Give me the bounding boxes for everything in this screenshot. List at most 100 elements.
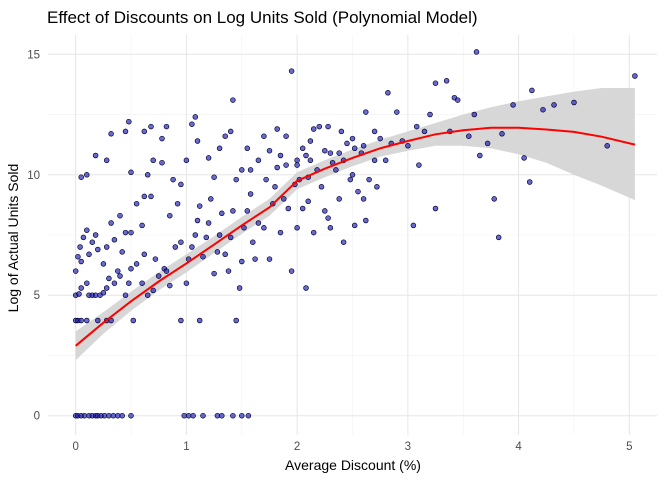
- x-tick-label: 5: [626, 441, 632, 453]
- data-point: [103, 285, 110, 291]
- data-point: [150, 287, 156, 294]
- data-point: [119, 249, 125, 255]
- data-point: [100, 261, 107, 267]
- data-point: [244, 208, 251, 214]
- data-point: [84, 317, 90, 324]
- data-point: [510, 102, 516, 108]
- y-tick-label: 0: [34, 411, 40, 423]
- data-point: [205, 155, 212, 161]
- data-point: [382, 157, 389, 164]
- data-point: [86, 251, 92, 258]
- data-point: [495, 234, 502, 241]
- data-point: [385, 90, 391, 96]
- data-point: [261, 133, 267, 139]
- x-tick-label: 3: [405, 441, 411, 453]
- data-point: [170, 176, 176, 183]
- data-point: [216, 232, 223, 238]
- chart-title: Effect of Discounts on Log Units Sold (P…: [47, 8, 478, 27]
- data-point: [95, 246, 101, 253]
- data-point: [117, 212, 123, 219]
- data-point: [227, 128, 234, 135]
- data-point: [477, 152, 483, 159]
- data-point: [471, 111, 478, 118]
- data-point: [78, 174, 84, 180]
- data-point: [274, 126, 280, 132]
- data-point: [377, 135, 383, 142]
- data-point: [540, 106, 546, 113]
- data-point: [405, 143, 411, 149]
- data-point: [325, 215, 331, 221]
- data-point: [222, 133, 228, 139]
- data-point: [371, 157, 378, 164]
- data-point: [196, 203, 203, 209]
- data-point: [126, 280, 132, 286]
- data-point: [305, 198, 311, 205]
- data-point: [355, 188, 361, 195]
- data-point: [347, 176, 354, 183]
- data-point: [84, 280, 90, 286]
- data-point: [239, 258, 245, 265]
- data-point: [178, 239, 184, 245]
- data-point: [299, 145, 306, 152]
- data-point: [281, 196, 287, 202]
- data-point: [159, 135, 165, 142]
- data-point: [78, 317, 84, 324]
- data-point: [183, 280, 190, 286]
- y-tick-label: 15: [27, 49, 40, 61]
- data-point: [183, 157, 190, 164]
- data-point: [219, 412, 225, 419]
- data-point: [225, 268, 232, 274]
- data-point: [266, 147, 273, 154]
- data-point: [106, 275, 112, 282]
- data-point: [394, 109, 400, 115]
- data-point: [72, 268, 79, 274]
- data-point: [322, 208, 328, 214]
- data-point: [230, 97, 236, 103]
- data-point: [152, 256, 159, 262]
- data-point: [294, 162, 300, 168]
- data-point: [122, 128, 129, 135]
- data-point: [363, 109, 369, 115]
- data-point: [139, 222, 145, 229]
- data-point: [89, 239, 96, 245]
- data-point: [200, 253, 206, 260]
- x-axis-ticks: 0 1 2 3 4 5: [72, 441, 632, 453]
- data-point: [310, 126, 317, 132]
- data-point: [344, 140, 350, 147]
- data-point: [192, 232, 199, 238]
- data-point: [81, 412, 88, 419]
- data-point: [239, 412, 245, 419]
- data-point: [141, 251, 148, 258]
- data-point: [178, 181, 184, 188]
- data-point: [230, 208, 236, 214]
- data-point: [236, 285, 243, 291]
- data-point: [150, 157, 156, 164]
- data-point: [76, 291, 82, 297]
- data-point: [141, 193, 148, 200]
- data-point: [360, 143, 367, 149]
- data-point: [219, 210, 225, 217]
- data-point: [366, 176, 372, 183]
- data-point: [122, 292, 129, 298]
- data-point: [128, 169, 134, 176]
- data-point: [310, 229, 317, 236]
- data-point: [336, 150, 342, 156]
- data-point: [327, 150, 334, 156]
- data-point: [272, 184, 278, 190]
- data-point: [303, 285, 309, 291]
- data-point: [277, 152, 284, 159]
- data-point: [244, 145, 251, 152]
- x-tick-label: 2: [294, 441, 300, 453]
- data-point: [336, 196, 342, 202]
- data-point: [141, 128, 148, 135]
- data-point: [303, 152, 309, 159]
- data-point: [499, 131, 505, 137]
- data-point: [174, 200, 181, 207]
- data-point: [133, 261, 140, 267]
- data-point: [371, 128, 378, 135]
- data-point: [230, 412, 236, 419]
- data-point: [473, 49, 480, 55]
- data-point: [416, 162, 422, 168]
- data-point: [466, 133, 472, 139]
- data-point: [110, 412, 117, 419]
